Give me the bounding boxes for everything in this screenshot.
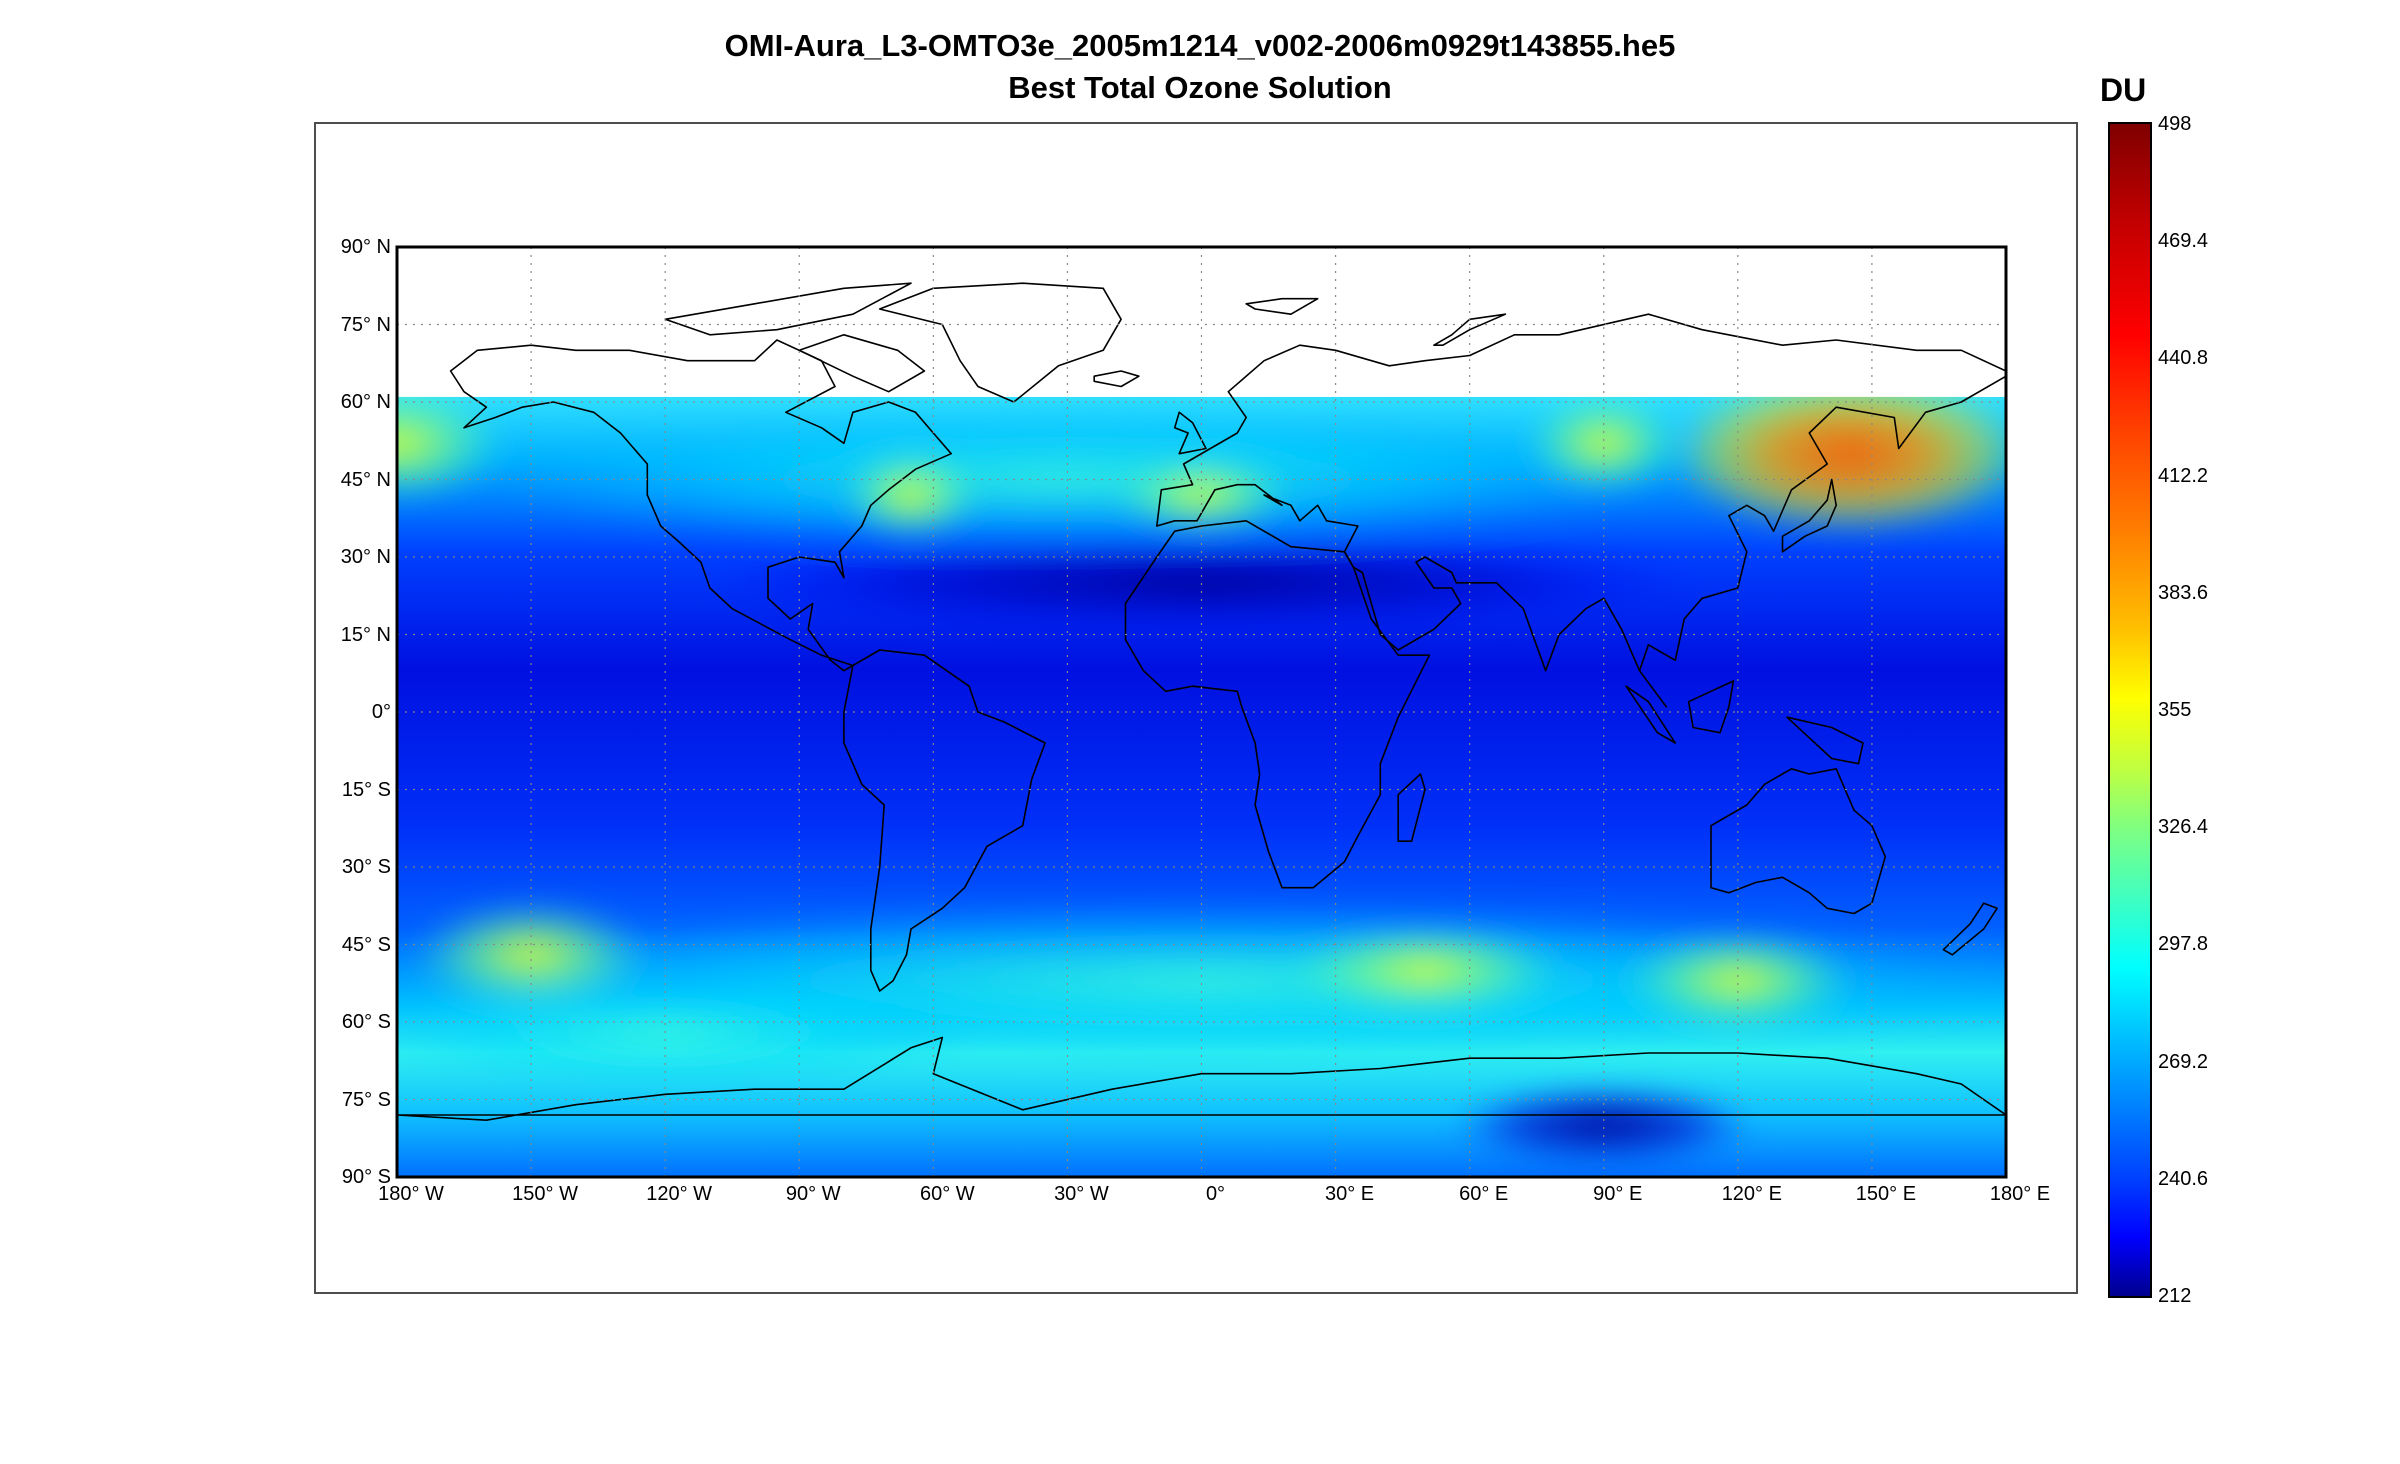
- map-subtitle: Best Total Ozone Solution: [1008, 70, 1392, 105]
- coast-novaya-zemlya: [1433, 313, 1507, 346]
- coast-north-america: [449, 339, 952, 672]
- lat-tick-label: 0°: [371, 701, 391, 723]
- ozone-feature: [1617, 930, 1858, 1031]
- coast-greenland: [878, 282, 1122, 403]
- colorbar-tick-label: 212: [2158, 1285, 2192, 1307]
- lat-tick-label: 15° N: [340, 623, 391, 646]
- lat-tick-label: 30° S: [341, 856, 391, 878]
- coast-baffin: [798, 334, 926, 393]
- lon-tick-label: 30° W: [1054, 1183, 1109, 1205]
- graticule: [397, 247, 2006, 1177]
- coast-new-zealand: [1942, 902, 1998, 956]
- coast-australia: [1710, 768, 1887, 915]
- colorbar-tick-label: 326.4: [2158, 816, 2209, 839]
- lon-tick-label: 180° E: [1989, 1183, 2051, 1205]
- lon-tick-label: 120° W: [646, 1183, 713, 1205]
- ozone-feature: [1453, 1087, 1754, 1164]
- lat-tick-label: 60° N: [340, 391, 391, 413]
- lon-tick-label: 0°: [1205, 1183, 1226, 1205]
- map-title: OMI-Aura_L3-OMTO3e_2005m1214_v002-2006m0…: [724, 28, 1676, 63]
- coast-japan: [1781, 478, 1837, 553]
- coast-svalbard: [1245, 297, 1319, 315]
- coast-sumatra: [1625, 685, 1677, 744]
- ozone-feature: [1523, 393, 1684, 494]
- colorbar-tick-label: 383.6: [2158, 581, 2209, 604]
- lat-tick-label: 75° N: [340, 313, 391, 336]
- coast-borneo: [1687, 680, 1735, 734]
- coast-uk: [1173, 411, 1207, 455]
- coast-south-america: [843, 649, 1046, 992]
- colorbar-tick-label: 355: [2158, 699, 2192, 721]
- lon-tick-label: 150° E: [1855, 1183, 1917, 1205]
- ozone-feature: [701, 537, 1702, 628]
- colorbar-tick-label: 412.2: [2158, 464, 2209, 487]
- ozone-feature: [1284, 925, 1565, 1016]
- coast-eurasia: [1156, 313, 2006, 708]
- lon-tick-label: 150° W: [512, 1183, 578, 1205]
- plot-frame: [395, 245, 2008, 1179]
- colorbar-tick-label: 297.8: [2158, 933, 2209, 956]
- coast-new-guinea: [1786, 716, 1864, 765]
- colorbar-tick-label: 269.2: [2158, 1050, 2209, 1073]
- lat-tick-label: 90° S: [341, 1166, 391, 1188]
- axes-frame: [314, 122, 2078, 1294]
- coastlines: [397, 282, 2006, 1121]
- lon-tick-label: 90° E: [1593, 1183, 1643, 1205]
- colorbar-unit: DU: [2100, 72, 2147, 108]
- lon-tick-label: 60° E: [1459, 1183, 1509, 1205]
- coast-antarctica: [397, 1036, 2006, 1121]
- lat-tick-label: 30° N: [340, 546, 391, 568]
- colorbar: [2108, 122, 2152, 1298]
- ozone-field: [397, 247, 2006, 1177]
- lat-tick-label: 60° S: [341, 1011, 391, 1033]
- lat-tick-label: 45° S: [341, 933, 391, 956]
- coast-madagascar: [1397, 773, 1426, 842]
- lat-tick-label: 90° N: [340, 236, 391, 258]
- lon-tick-label: 180° W: [378, 1183, 444, 1205]
- coast-iceland: [1093, 370, 1140, 388]
- lat-tick-label: 75° S: [341, 1088, 391, 1111]
- colorbar-tick-label: 498: [2158, 113, 2192, 135]
- no-data-region: [397, 247, 2006, 397]
- lon-tick-label: 30° E: [1325, 1183, 1375, 1205]
- lat-tick-label: 15° S: [341, 778, 391, 801]
- lon-tick-label: 90° W: [785, 1183, 841, 1205]
- coast-africa: [1124, 520, 1431, 889]
- coast-canada-arctic: [664, 282, 912, 336]
- lat-tick-label: 45° N: [340, 468, 391, 491]
- colorbar-tick-label: 240.6: [2158, 1167, 2209, 1190]
- lon-tick-label: 60° W: [919, 1183, 975, 1205]
- ozone-feature: [840, 450, 981, 540]
- colorbar-tick-label: 469.4: [2158, 230, 2209, 253]
- colorbar-tick-label: 440.8: [2158, 347, 2209, 370]
- lon-tick-label: 120° E: [1721, 1183, 1782, 1205]
- ozone-feature: [1669, 373, 2006, 534]
- ozone-feature: [411, 899, 652, 1010]
